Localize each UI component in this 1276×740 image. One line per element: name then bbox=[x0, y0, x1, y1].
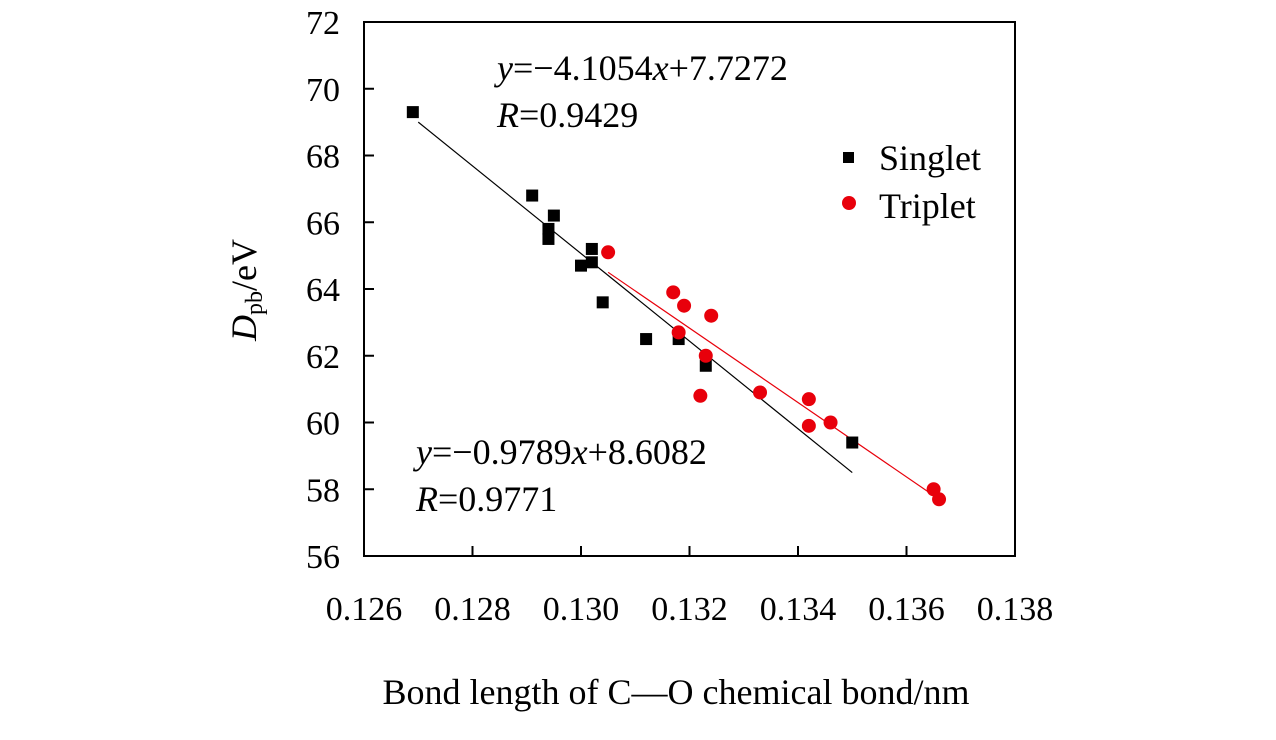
triplet-point bbox=[753, 385, 768, 400]
x-tick-label: 0.138 bbox=[977, 591, 1054, 628]
triplet-point bbox=[666, 285, 681, 300]
legend-singlet-label: Singlet bbox=[879, 138, 981, 178]
y-tick-label: 64 bbox=[306, 272, 340, 309]
singlet-point bbox=[585, 242, 598, 255]
triplet-point bbox=[801, 418, 816, 433]
axis-tick-labels: 0.126 0.128 0.130 0.132 0.134 0.136 0.138 56 58 6… bbox=[306, 5, 1053, 628]
legend-singlet-marker bbox=[843, 152, 854, 163]
singlet-point bbox=[542, 232, 555, 245]
singlet-point bbox=[547, 209, 560, 222]
singlet-point bbox=[640, 333, 653, 346]
singlet-fit-line bbox=[417, 121, 853, 474]
singlet-point bbox=[585, 256, 598, 269]
equation-1: y=−4.1054x+7.7272 bbox=[494, 48, 788, 88]
x-tick-label: 0.128 bbox=[434, 591, 511, 628]
x-tick-label: 0.136 bbox=[868, 591, 945, 628]
singlet-point bbox=[596, 296, 609, 309]
singlet-point bbox=[542, 222, 555, 235]
x-tick-label: 0.134 bbox=[760, 591, 837, 628]
triplet-point bbox=[693, 388, 708, 403]
y-tick-label: 70 bbox=[306, 72, 340, 109]
legend-triplet-marker bbox=[842, 196, 856, 210]
triplet-point bbox=[677, 298, 692, 313]
triplet-point bbox=[671, 325, 686, 340]
singlet-point bbox=[846, 436, 859, 449]
singlet-point bbox=[526, 189, 539, 202]
y-tick-label: 62 bbox=[306, 339, 340, 376]
triplet-point bbox=[801, 392, 816, 407]
axis-ticks bbox=[363, 21, 1016, 557]
y-tick-label: 66 bbox=[306, 205, 340, 242]
y-axis-title: Dpb/eV bbox=[224, 239, 268, 342]
x-tick-label: 0.132 bbox=[651, 591, 728, 628]
triplet-point bbox=[698, 348, 713, 363]
triplet-point bbox=[932, 492, 947, 507]
x-tick-label: 0.126 bbox=[326, 591, 403, 628]
y-tick-label: 58 bbox=[306, 472, 340, 509]
singlet-point bbox=[699, 359, 712, 372]
equation-2: y=−0.9789x+8.6082 bbox=[413, 432, 707, 472]
legend: Singlet Triplet bbox=[842, 138, 981, 226]
singlet-point bbox=[406, 106, 419, 119]
triplet-point bbox=[823, 415, 838, 430]
triplet-point bbox=[704, 308, 719, 323]
x-tick-label: 0.130 bbox=[543, 591, 620, 628]
triplet-point bbox=[601, 245, 616, 260]
singlet-points bbox=[406, 106, 859, 449]
plot-frame bbox=[363, 21, 1016, 557]
y-tick-label: 60 bbox=[306, 406, 340, 443]
r-value-2: R=0.9771 bbox=[415, 479, 557, 519]
triplet-fit-line bbox=[607, 271, 940, 500]
singlet-point bbox=[575, 259, 587, 272]
x-axis-title: Bond length of C—O chemical bond/nm bbox=[383, 672, 970, 712]
triplet-points bbox=[601, 245, 947, 507]
y-tick-label: 72 bbox=[306, 5, 340, 42]
legend-triplet-label: Triplet bbox=[879, 186, 976, 226]
r-value-1: R=0.9429 bbox=[496, 95, 638, 135]
y-tick-label: 68 bbox=[306, 139, 340, 176]
y-tick-label: 56 bbox=[306, 539, 340, 576]
